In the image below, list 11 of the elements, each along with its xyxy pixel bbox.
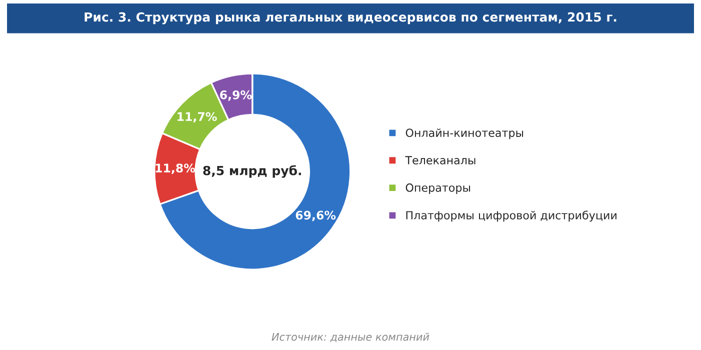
data-label: 6,9% (220, 90, 252, 101)
legend-label: Операторы (406, 183, 470, 194)
text: Источник: данные компаний (272, 332, 430, 342)
chart-title: Рис. 3. Структура рынка легальных видеосервисов по сегментам, 2015 г. (84, 12, 616, 24)
data-label: 69,6% (296, 210, 336, 222)
legend-label: Онлайн-кинотеатры (406, 128, 524, 140)
data-label: 11,8% (156, 164, 196, 174)
data-label: 11,7% (178, 112, 217, 123)
text: 8,5 млрд руб. (203, 165, 301, 178)
legend-label: Платформы цифровой дистрибуции (406, 210, 616, 222)
legend-label: Телеканалы (405, 156, 476, 164)
